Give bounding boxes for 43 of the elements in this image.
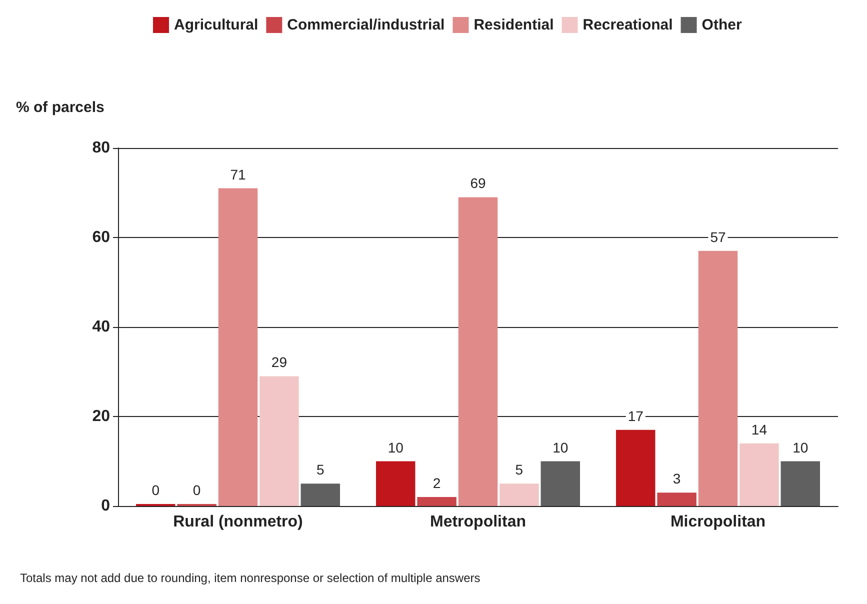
x-tick-label: Metropolitan (430, 514, 526, 530)
bar (417, 497, 456, 506)
bar (740, 443, 779, 506)
data-label: 10 (388, 439, 404, 456)
data-label: 10 (792, 439, 808, 456)
data-label: 3 (672, 470, 681, 487)
bar (260, 376, 299, 506)
y-tick-label: 20 (92, 408, 110, 425)
text: Totals may not add due to rounding, item nonresponse or selection of multiple answers (20, 571, 480, 585)
data-label: 5 (515, 462, 524, 478)
y-tick-label: 40 (92, 318, 110, 336)
legend-label: Agricultural (174, 16, 258, 34)
bar (540, 461, 580, 506)
bar (500, 484, 539, 506)
y-tick-label: 60 (92, 229, 110, 246)
bar (218, 188, 258, 506)
x-tick-label: Micropolitan (670, 514, 766, 530)
data-label: 17 (628, 408, 644, 424)
data-label: 10 (552, 439, 568, 456)
data-label: 14 (751, 421, 768, 438)
legend-label: Recreational (582, 16, 673, 34)
data-label: 2 (432, 475, 441, 492)
legend-label: Commercial/industrial (287, 16, 445, 34)
data-label: 69 (470, 175, 486, 192)
bar (616, 430, 656, 506)
bar (780, 461, 820, 506)
data-label: 29 (271, 354, 288, 370)
bar (657, 492, 696, 506)
y-axis-title: % of parcels (16, 99, 104, 116)
bar (300, 484, 340, 506)
legend-label: Other (702, 16, 742, 34)
x-tick-label: Rural (nonmetro) (173, 514, 303, 530)
bar (458, 197, 498, 506)
legend-label: Residential (474, 16, 554, 34)
data-label: 71 (230, 166, 246, 182)
bar (698, 250, 738, 506)
bar (376, 461, 416, 506)
data-label: 57 (710, 228, 726, 245)
data-label: 0 (152, 482, 160, 498)
y-tick-label: 80 (92, 140, 110, 156)
data-label: 5 (316, 462, 324, 478)
y-tick-label: 0 (101, 498, 110, 514)
data-label: 0 (192, 482, 201, 498)
